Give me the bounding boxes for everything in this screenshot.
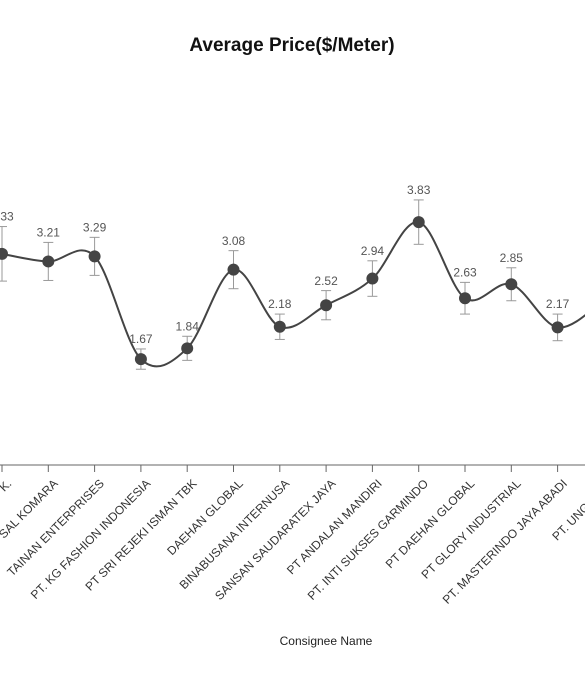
- chart-title: Average Price($/Meter): [189, 35, 394, 56]
- x-tick-label: PT DAEHAN GLOBAL: [383, 476, 478, 571]
- point: [273, 320, 286, 333]
- point: [181, 342, 194, 355]
- point: [88, 250, 101, 263]
- point: [320, 299, 333, 312]
- value-label: 3.83: [407, 183, 431, 197]
- value-label: 2.85: [500, 251, 524, 265]
- value-label: 2.18: [268, 297, 292, 311]
- value-label: 2.94: [361, 244, 385, 258]
- point: [505, 278, 518, 291]
- value-label: 1.67: [129, 332, 153, 346]
- x-tick-label: K.: [0, 476, 14, 494]
- value-label: 1.84: [176, 319, 200, 333]
- value-label: 3.29: [83, 221, 107, 235]
- point: [459, 292, 471, 305]
- value-label: 3.33: [0, 210, 14, 224]
- point: [412, 216, 425, 229]
- point: [134, 353, 147, 366]
- point: [42, 255, 55, 268]
- value-label: 2.63: [453, 266, 477, 280]
- value-label: 2.52: [314, 274, 338, 288]
- point: [366, 272, 379, 285]
- x-axis-label: Consignee Name: [280, 634, 373, 648]
- point: [227, 263, 240, 276]
- point: [551, 321, 564, 334]
- value-label: 3.08: [222, 234, 246, 248]
- line: [1, 221, 585, 368]
- value-label: 2.17: [546, 297, 570, 311]
- point: [0, 247, 8, 260]
- value-label: 3.21: [37, 226, 61, 240]
